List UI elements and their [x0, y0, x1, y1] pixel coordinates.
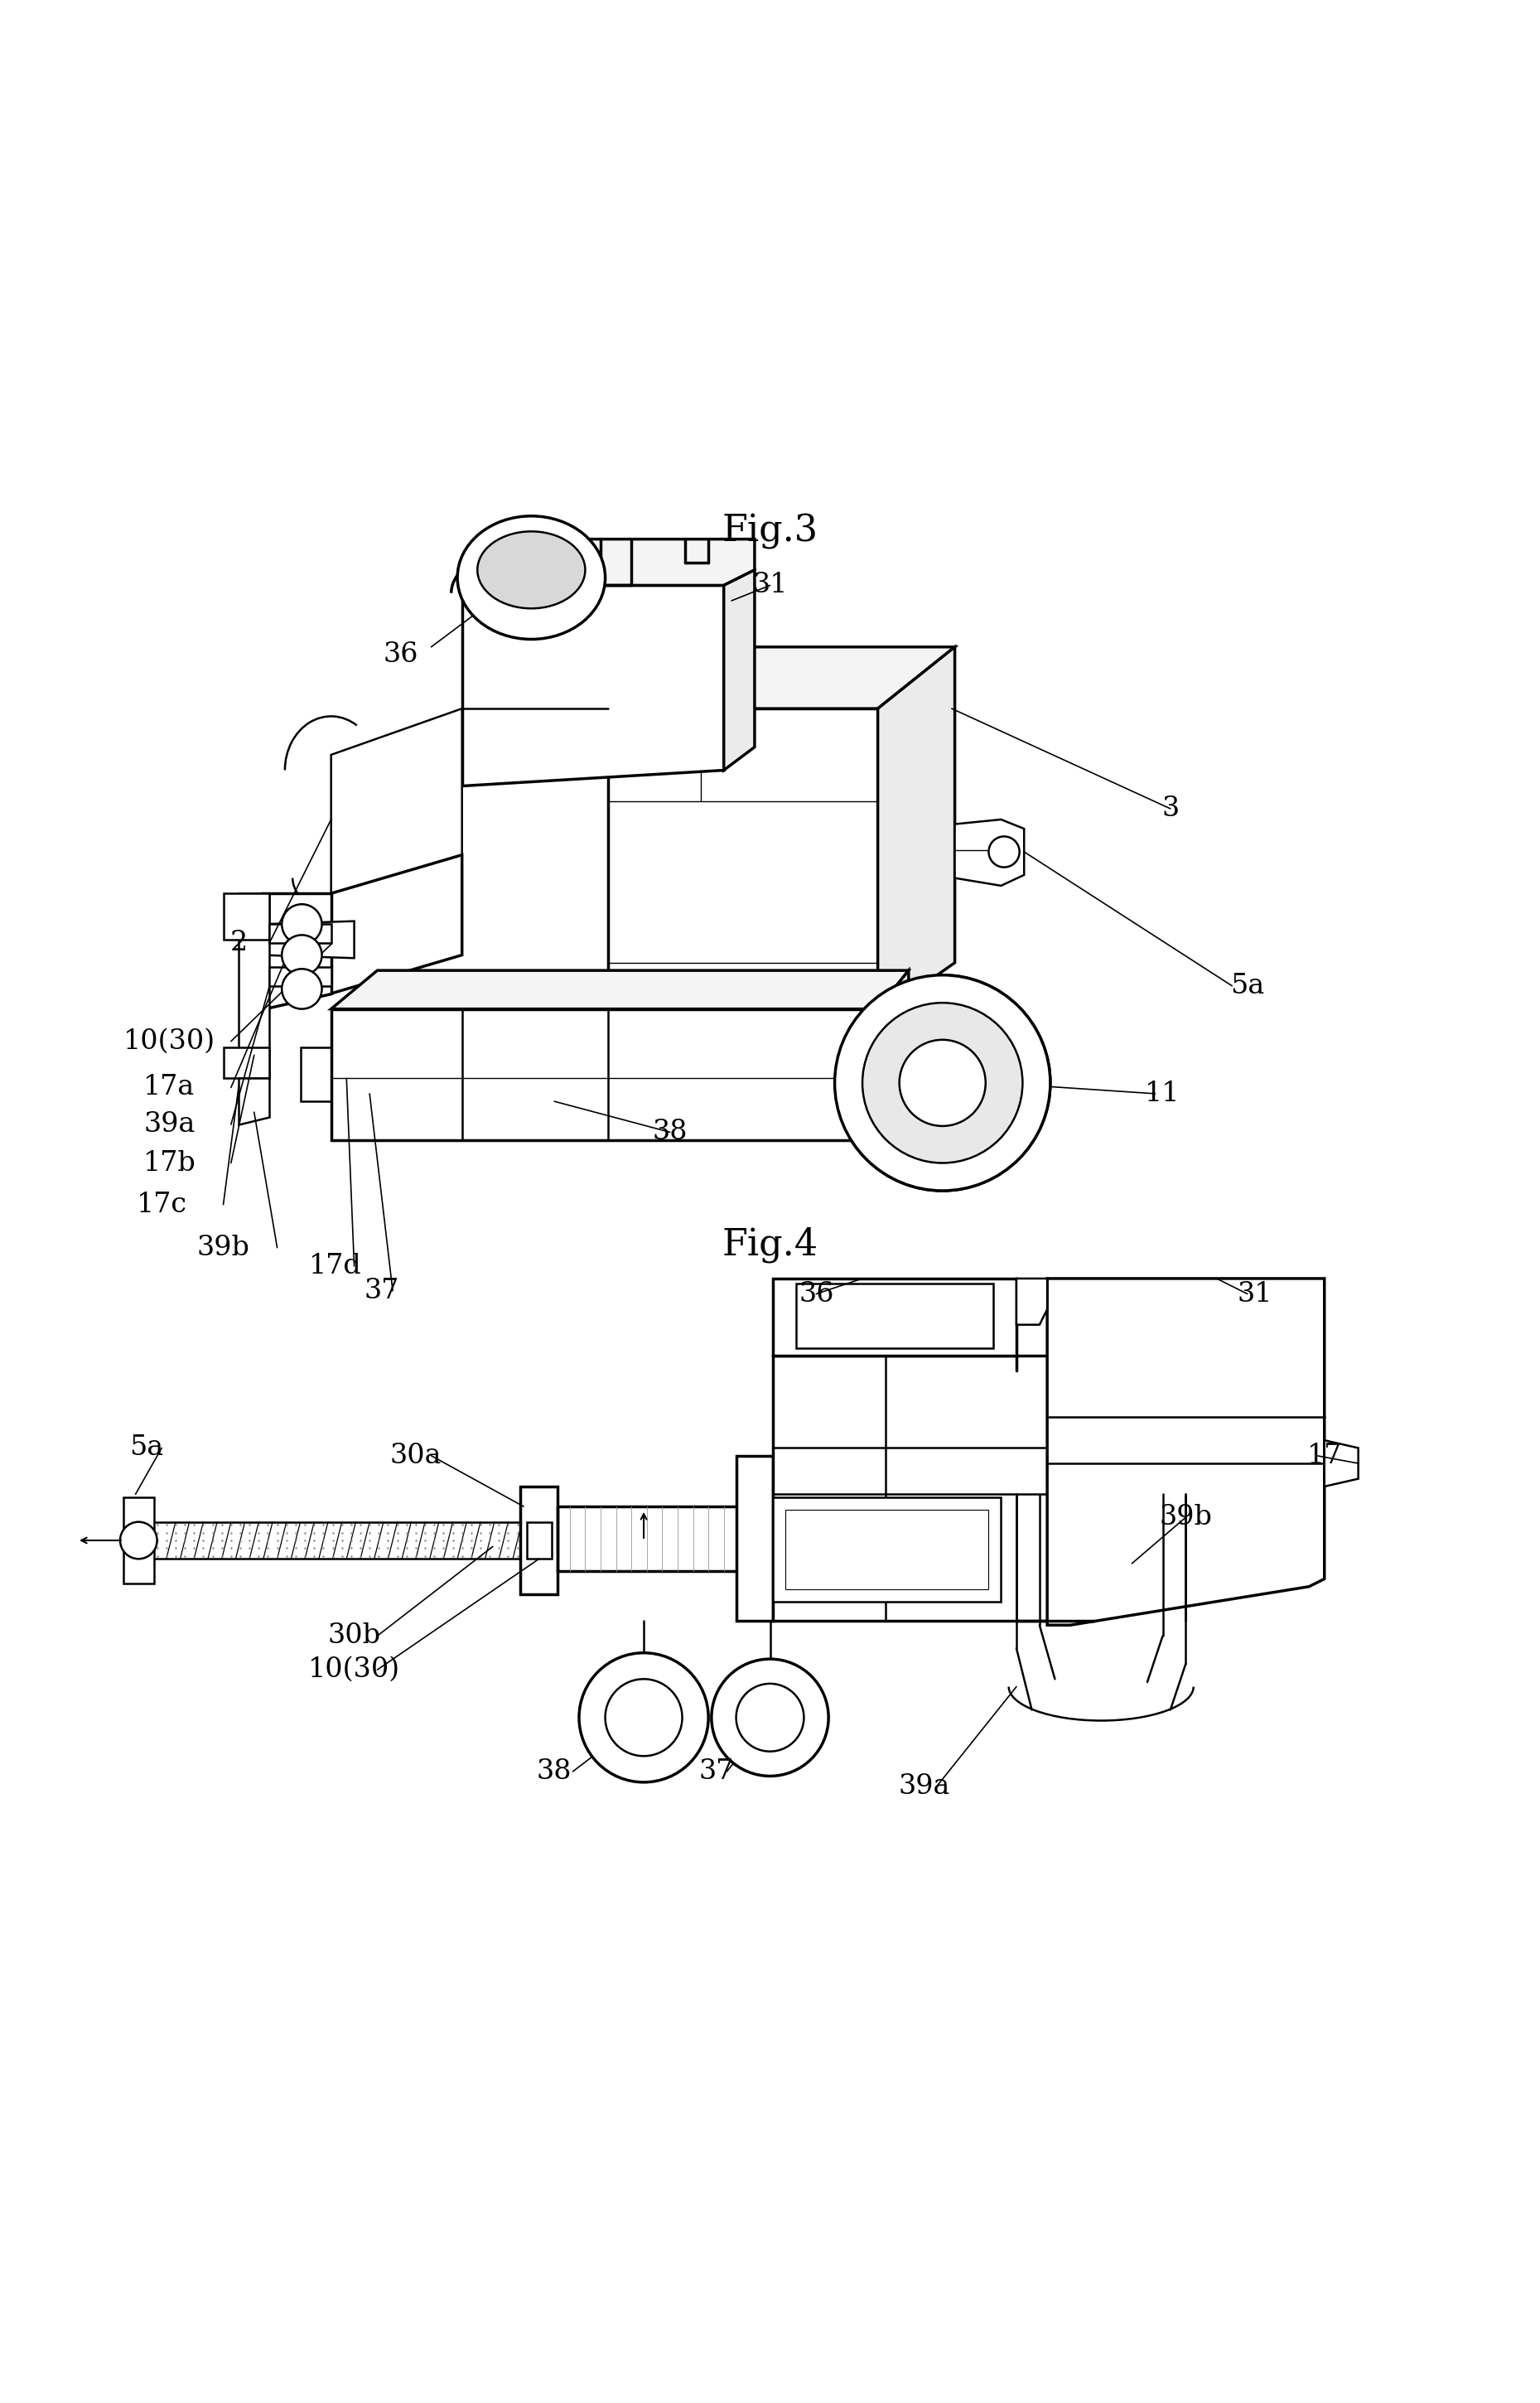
Circle shape: [579, 1653, 708, 1783]
Polygon shape: [736, 1456, 773, 1620]
Polygon shape: [1324, 1439, 1358, 1487]
Text: 17: 17: [1307, 1442, 1341, 1468]
Text: 17b: 17b: [143, 1149, 196, 1175]
Text: Fig.3: Fig.3: [722, 514, 818, 550]
Polygon shape: [1016, 1278, 1047, 1324]
Polygon shape: [773, 1355, 1093, 1620]
Polygon shape: [462, 538, 755, 586]
Polygon shape: [608, 646, 955, 709]
Polygon shape: [270, 925, 331, 942]
Polygon shape: [223, 1048, 270, 1079]
Text: 39b: 39b: [197, 1235, 249, 1262]
Polygon shape: [955, 819, 1024, 887]
Polygon shape: [223, 894, 270, 940]
Polygon shape: [239, 1079, 269, 1125]
Polygon shape: [462, 586, 724, 786]
Circle shape: [282, 968, 322, 1009]
Polygon shape: [521, 1487, 557, 1593]
Text: 3: 3: [1161, 795, 1180, 822]
Polygon shape: [878, 646, 955, 1016]
Polygon shape: [773, 1278, 1016, 1355]
Text: Fig.4: Fig.4: [722, 1226, 818, 1262]
Text: 39a: 39a: [898, 1773, 950, 1800]
Text: 31: 31: [1238, 1281, 1272, 1307]
Polygon shape: [724, 570, 755, 771]
Circle shape: [862, 1002, 1023, 1163]
Text: 39b: 39b: [1160, 1504, 1212, 1531]
Polygon shape: [773, 1497, 1001, 1603]
Polygon shape: [331, 709, 462, 894]
Text: 30b: 30b: [328, 1622, 380, 1648]
Polygon shape: [123, 1497, 154, 1584]
Text: 5a: 5a: [129, 1435, 163, 1461]
Polygon shape: [300, 1048, 400, 1101]
Circle shape: [120, 1521, 157, 1560]
Circle shape: [711, 1658, 829, 1776]
Text: 17a: 17a: [143, 1074, 196, 1101]
Polygon shape: [1047, 1278, 1324, 1624]
Polygon shape: [262, 920, 354, 959]
Polygon shape: [785, 1509, 989, 1591]
Text: 5a: 5a: [1230, 973, 1264, 1000]
Text: 37: 37: [699, 1759, 733, 1785]
Text: 36: 36: [799, 1281, 833, 1307]
Circle shape: [835, 976, 1050, 1192]
Polygon shape: [239, 894, 269, 1079]
Circle shape: [282, 935, 322, 976]
Text: 17d: 17d: [310, 1252, 362, 1278]
Ellipse shape: [457, 517, 605, 639]
Polygon shape: [878, 971, 909, 1139]
Polygon shape: [531, 1079, 578, 1139]
Polygon shape: [270, 968, 331, 985]
Circle shape: [605, 1680, 682, 1757]
Ellipse shape: [477, 531, 585, 608]
Polygon shape: [331, 1009, 878, 1139]
Text: 11: 11: [1146, 1081, 1180, 1108]
Circle shape: [736, 1685, 804, 1752]
Text: 30a: 30a: [390, 1442, 442, 1468]
Text: 39a: 39a: [143, 1110, 196, 1137]
Polygon shape: [331, 855, 462, 992]
Polygon shape: [796, 1283, 993, 1348]
Text: 37: 37: [365, 1278, 399, 1305]
Circle shape: [899, 1040, 986, 1127]
Text: 10(30): 10(30): [123, 1028, 216, 1055]
Polygon shape: [527, 1521, 551, 1560]
Text: 38: 38: [537, 1759, 571, 1785]
Circle shape: [989, 836, 1019, 867]
Text: 38: 38: [653, 1120, 687, 1146]
Polygon shape: [608, 709, 878, 1016]
Polygon shape: [262, 894, 331, 1009]
Text: 2: 2: [229, 930, 248, 956]
Circle shape: [282, 904, 322, 944]
Text: 17c: 17c: [137, 1192, 186, 1218]
Text: 31: 31: [753, 572, 787, 598]
Text: 10(30): 10(30): [308, 1656, 400, 1682]
Text: 36: 36: [383, 642, 417, 668]
Polygon shape: [331, 971, 909, 1009]
